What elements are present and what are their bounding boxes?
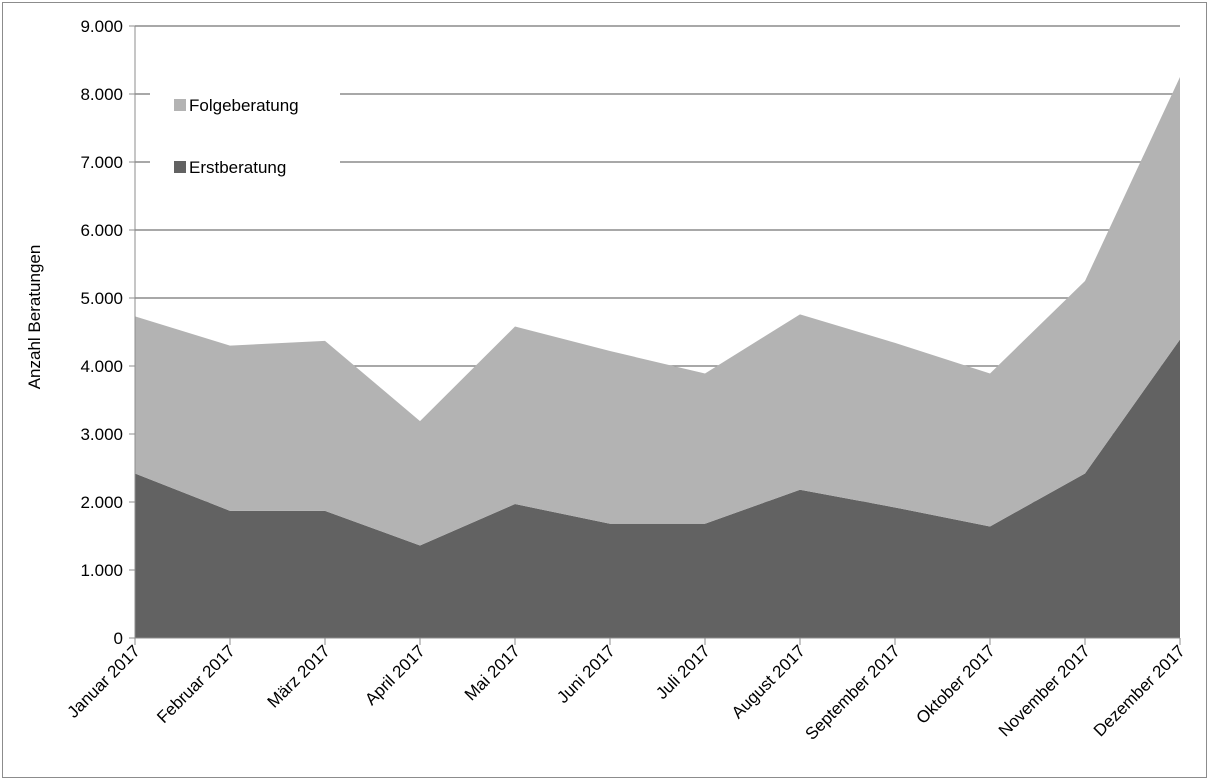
y-tick-label: 9.000 bbox=[80, 17, 123, 36]
x-tick-label: Dezember 2017 bbox=[1090, 641, 1189, 740]
area-series bbox=[135, 77, 1180, 638]
x-tick-label: April 2017 bbox=[361, 641, 429, 709]
legend-label: Folgeberatung bbox=[189, 96, 299, 115]
y-tick-label: 3.000 bbox=[80, 425, 123, 444]
x-tick-label: Juli 2017 bbox=[652, 641, 714, 703]
x-tick-label: März 2017 bbox=[264, 641, 334, 711]
y-tick-label: 8.000 bbox=[80, 85, 123, 104]
area-erstberatung bbox=[135, 339, 1180, 638]
y-tick-label: 0 bbox=[114, 629, 123, 648]
x-tick-label: August 2017 bbox=[728, 641, 809, 722]
y-tick-label: 5.000 bbox=[80, 289, 123, 308]
x-tick-label: September 2017 bbox=[802, 641, 904, 743]
area-folgeberatung bbox=[135, 77, 1180, 546]
x-tick-label: Oktober 2017 bbox=[913, 641, 999, 727]
x-tick-label: Februar 2017 bbox=[153, 641, 239, 727]
x-tick-label: November 2017 bbox=[995, 641, 1094, 740]
axes bbox=[129, 25, 1181, 645]
legend: Folgeberatung Erstberatung bbox=[150, 78, 340, 188]
legend-swatch bbox=[174, 161, 186, 173]
y-tick-label: 6.000 bbox=[80, 221, 123, 240]
legend-label: Erstberatung bbox=[189, 158, 286, 177]
y-axis-title: Anzahl Beratungen bbox=[25, 245, 44, 390]
y-tick-label: 7.000 bbox=[80, 153, 123, 172]
x-tick-labels: Januar 2017 Februar 2017 März 2017 April 20… bbox=[64, 641, 1189, 743]
y-tick-labels: 0 1.000 2.000 3.000 4.000 5.000 6.000 7.000 8.00… bbox=[80, 17, 123, 648]
y-tick-label: 2.000 bbox=[80, 493, 123, 512]
x-tick-label: Mai 2017 bbox=[461, 641, 524, 704]
x-tick-label: Juni 2017 bbox=[553, 641, 619, 707]
y-tick-label: 1.000 bbox=[80, 561, 123, 580]
x-tick-label: Januar 2017 bbox=[64, 641, 144, 721]
legend-swatch bbox=[174, 99, 186, 111]
y-tick-label: 4.000 bbox=[80, 357, 123, 376]
